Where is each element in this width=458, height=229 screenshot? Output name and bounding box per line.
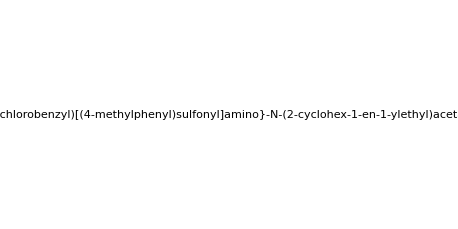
Text: 2-{(3-chlorobenzyl)[(4-methylphenyl)sulfonyl]amino}-N-(2-cyclohex-1-en-1-ylethyl: 2-{(3-chlorobenzyl)[(4-methylphenyl)sulf… (0, 109, 458, 120)
